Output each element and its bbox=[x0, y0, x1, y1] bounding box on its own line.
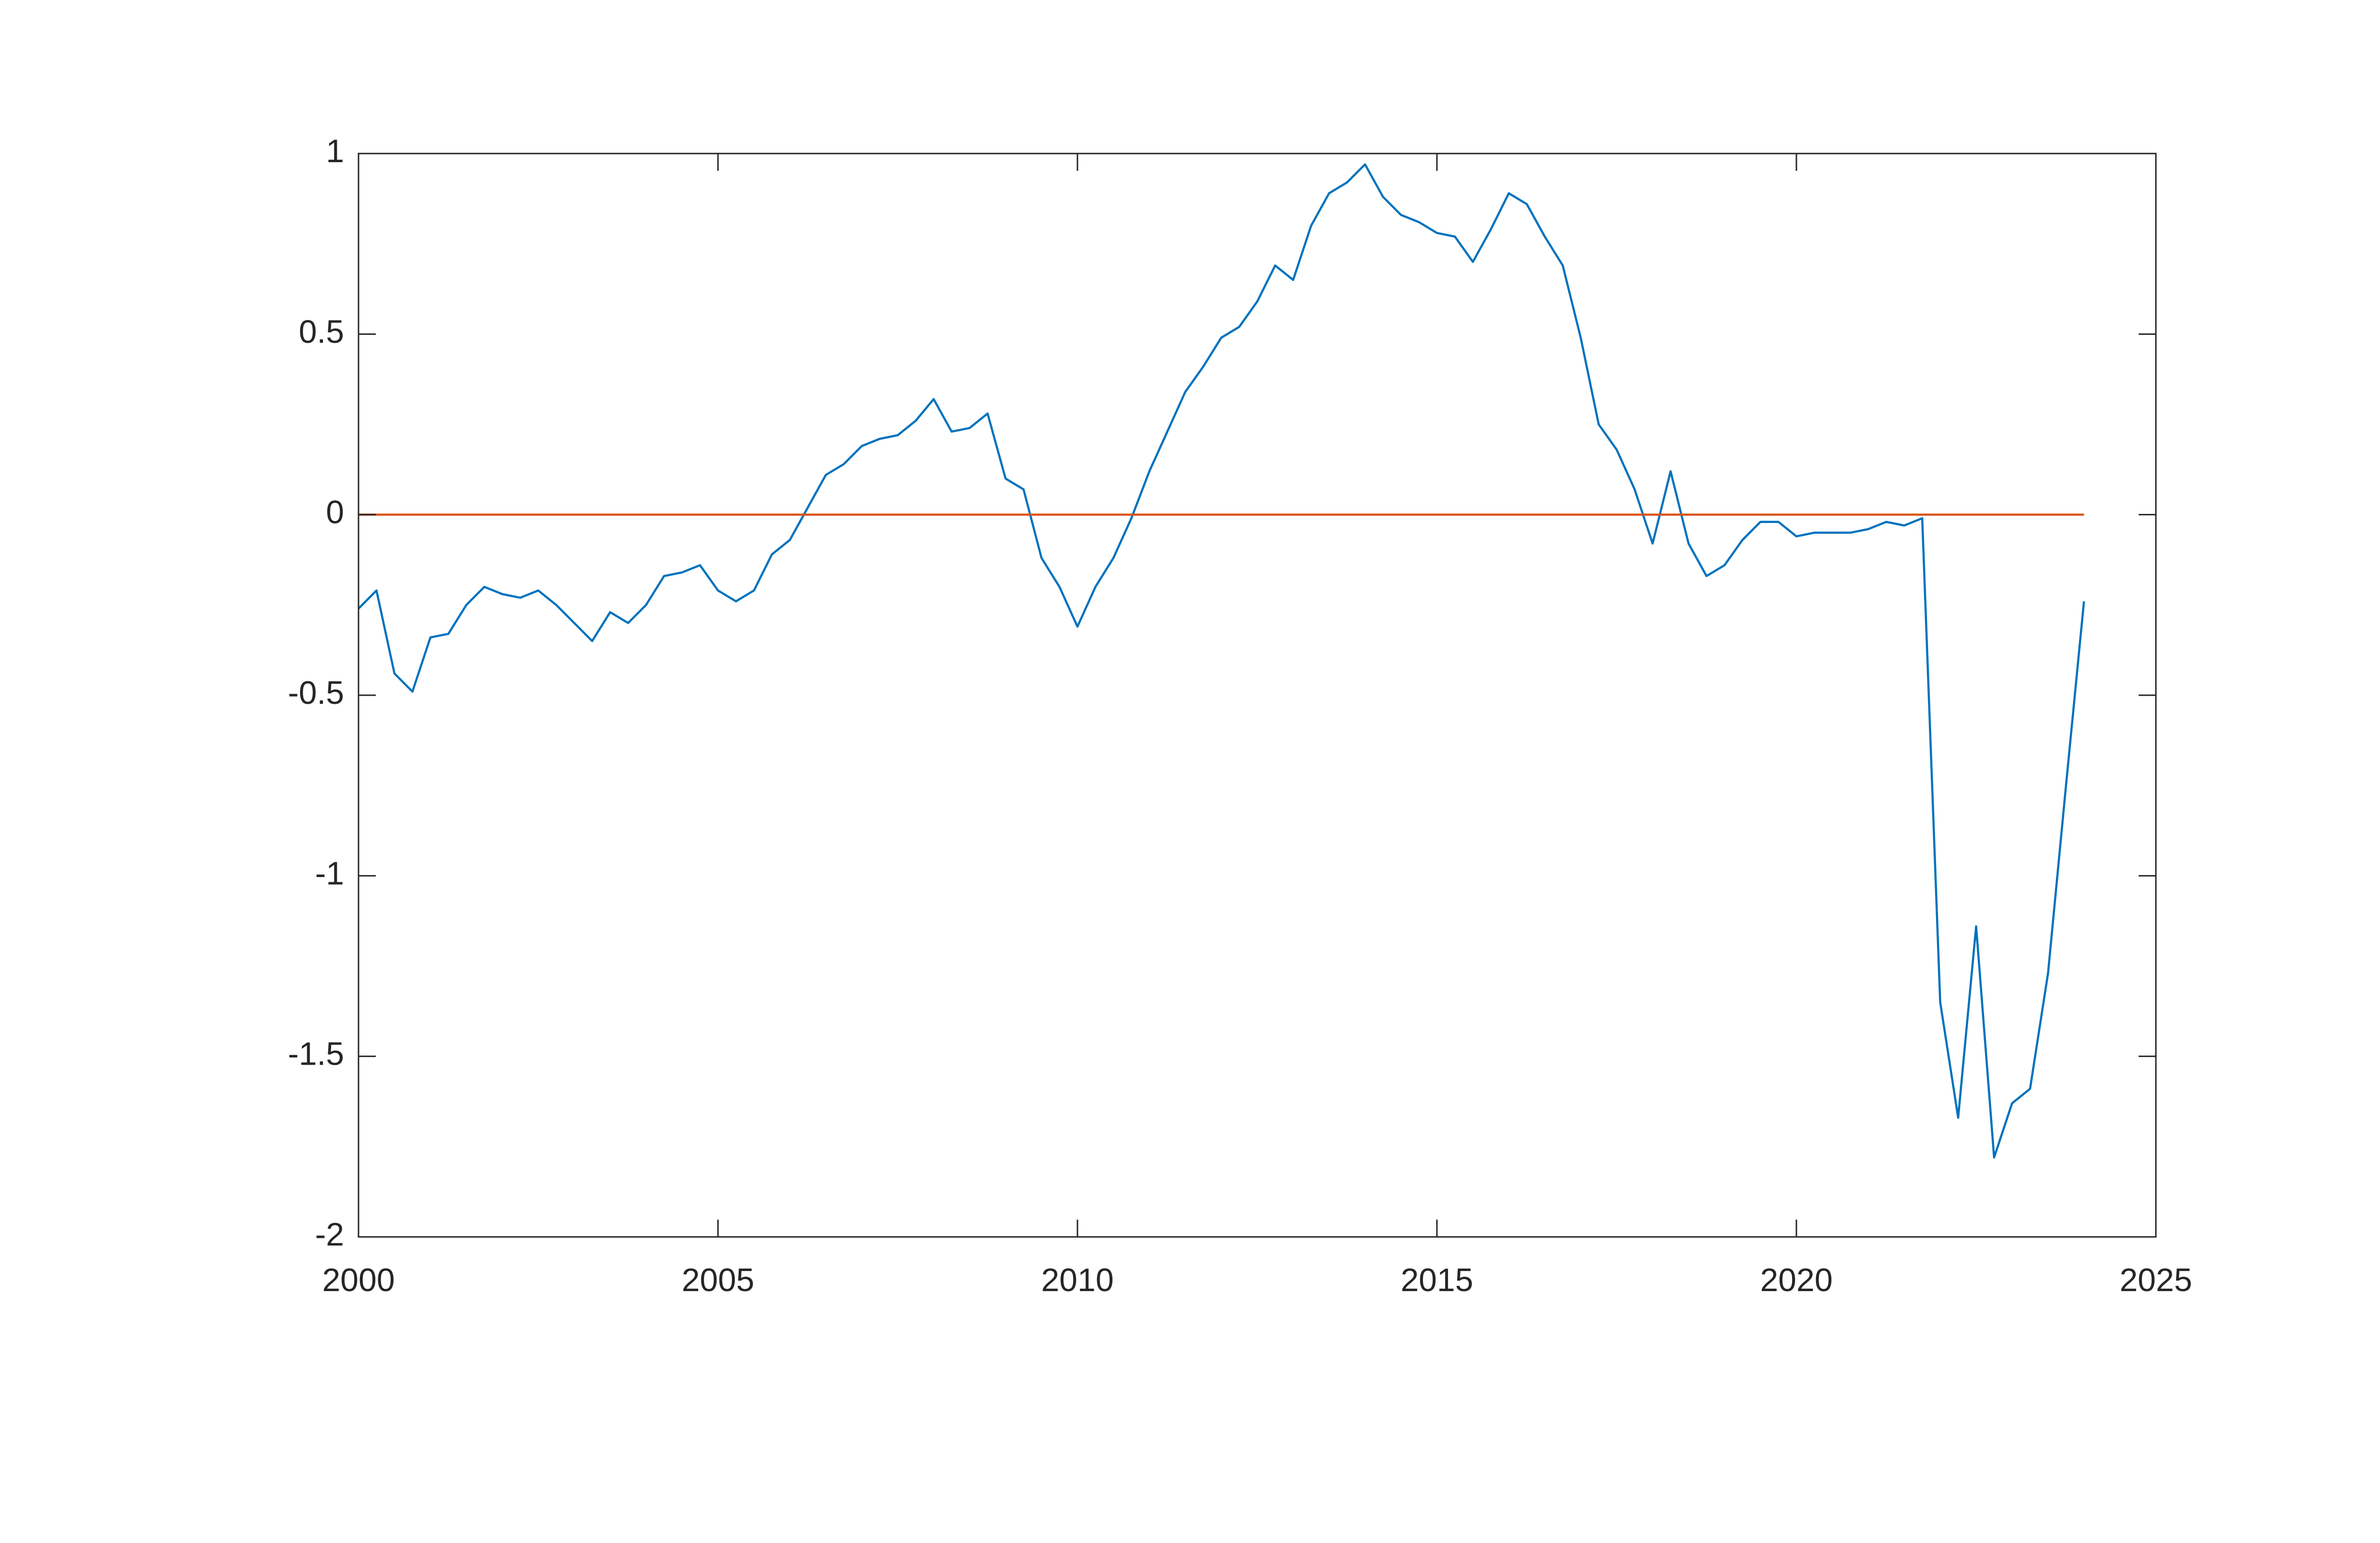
x-tick-label: 2020 bbox=[1760, 1262, 1832, 1298]
data-line bbox=[358, 163, 2085, 1159]
x-tick-label: 2000 bbox=[322, 1262, 395, 1298]
y-tick-label: 0 bbox=[326, 494, 344, 531]
y-tick-label: -2 bbox=[315, 1216, 344, 1253]
x-tick-label: 2010 bbox=[1041, 1262, 1113, 1298]
y-tick-label: -0.5 bbox=[288, 675, 344, 711]
x-tick-label: 2025 bbox=[2119, 1262, 2192, 1298]
y-tick-label: 0.5 bbox=[299, 313, 344, 350]
y-tick-label: -1 bbox=[315, 855, 344, 891]
y-tick-label: -1.5 bbox=[288, 1036, 344, 1072]
x-tick-label: 2015 bbox=[1400, 1262, 1473, 1298]
y-tick-label: 1 bbox=[326, 133, 344, 169]
x-tick-label: 2005 bbox=[682, 1262, 754, 1298]
